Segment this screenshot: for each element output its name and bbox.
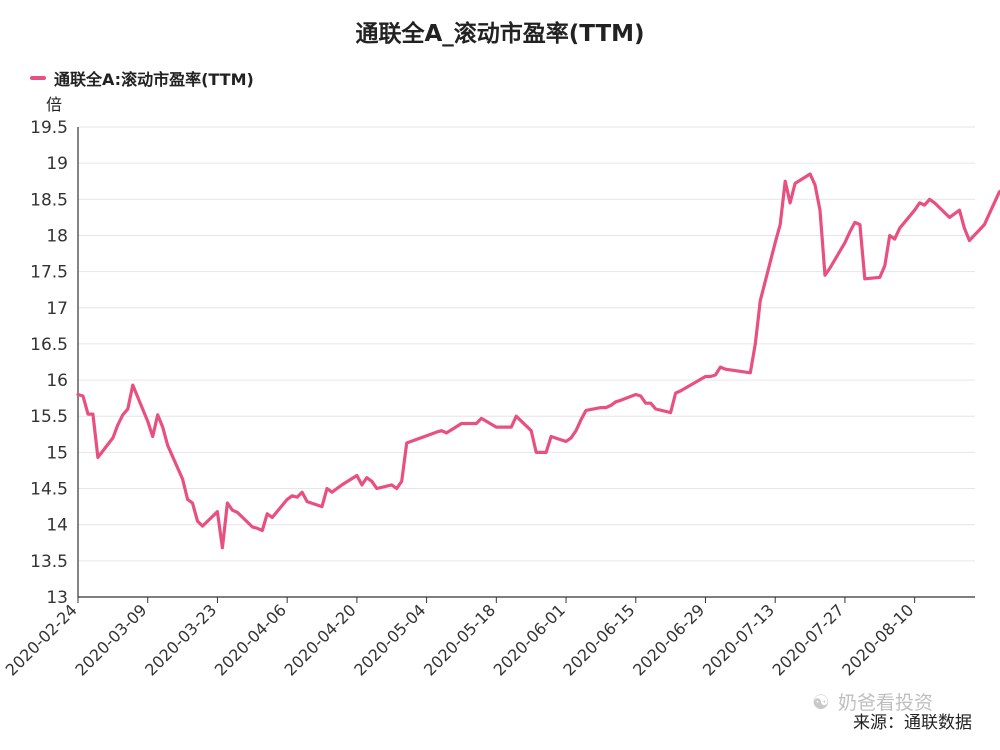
- y-tick-label: 18: [46, 226, 68, 246]
- x-tick-label: 2020-07-27: [769, 600, 848, 679]
- y-tick-label: 13.5: [30, 552, 68, 572]
- legend-label: 通联全A:滚动市盈率(TTM): [54, 70, 254, 89]
- y-tick-label: 17: [46, 299, 68, 319]
- x-tick-label: 2020-03-09: [71, 600, 150, 679]
- y-tick-label: 14.5: [30, 480, 68, 500]
- x-tick-label: 2020-02-24: [2, 600, 81, 679]
- y-tick-label: 17.5: [30, 263, 68, 283]
- y-tick-label: 16: [46, 371, 68, 391]
- legend: 通联全A:滚动市盈率(TTM): [30, 66, 254, 90]
- y-axis-unit: 倍: [46, 95, 63, 114]
- y-tick-label: 18.5: [30, 190, 68, 210]
- y-tick-label: 19: [46, 154, 68, 174]
- x-tick-label: 2020-05-18: [420, 600, 499, 679]
- x-tick-label: 2020-03-23: [141, 600, 220, 679]
- y-tick-label: 13: [46, 588, 68, 608]
- legend-swatch: [30, 76, 46, 80]
- y-tick-label: 14: [46, 516, 68, 536]
- x-tick-label: 2020-08-10: [838, 600, 917, 679]
- y-tick-label: 19.5: [30, 118, 68, 138]
- x-tick-label: 2020-07-13: [699, 600, 778, 679]
- x-tick-label: 2020-05-04: [350, 600, 429, 679]
- x-tick-label: 2020-06-15: [559, 600, 638, 679]
- series-line-pe-ttm: [76, 172, 1000, 550]
- y-tick-label: 15.5: [30, 407, 68, 427]
- wechat-icon: ☯: [812, 689, 830, 714]
- x-tick-label: 2020-04-20: [281, 600, 360, 679]
- source-note: 来源：通联数据: [853, 713, 972, 733]
- x-tick-label: 2020-04-06: [211, 600, 290, 679]
- y-tick-label: 15: [46, 443, 68, 463]
- watermark-text: 奶爸看投资: [837, 692, 933, 714]
- x-tick-label: 2020-06-29: [629, 600, 708, 679]
- y-tick-label: 16.5: [30, 335, 68, 355]
- watermark: ☯ 奶爸看投资: [812, 688, 933, 715]
- x-tick-label: 2020-06-01: [490, 600, 569, 679]
- chart-title: 通联全A_滚动市盈率(TTM): [355, 21, 645, 47]
